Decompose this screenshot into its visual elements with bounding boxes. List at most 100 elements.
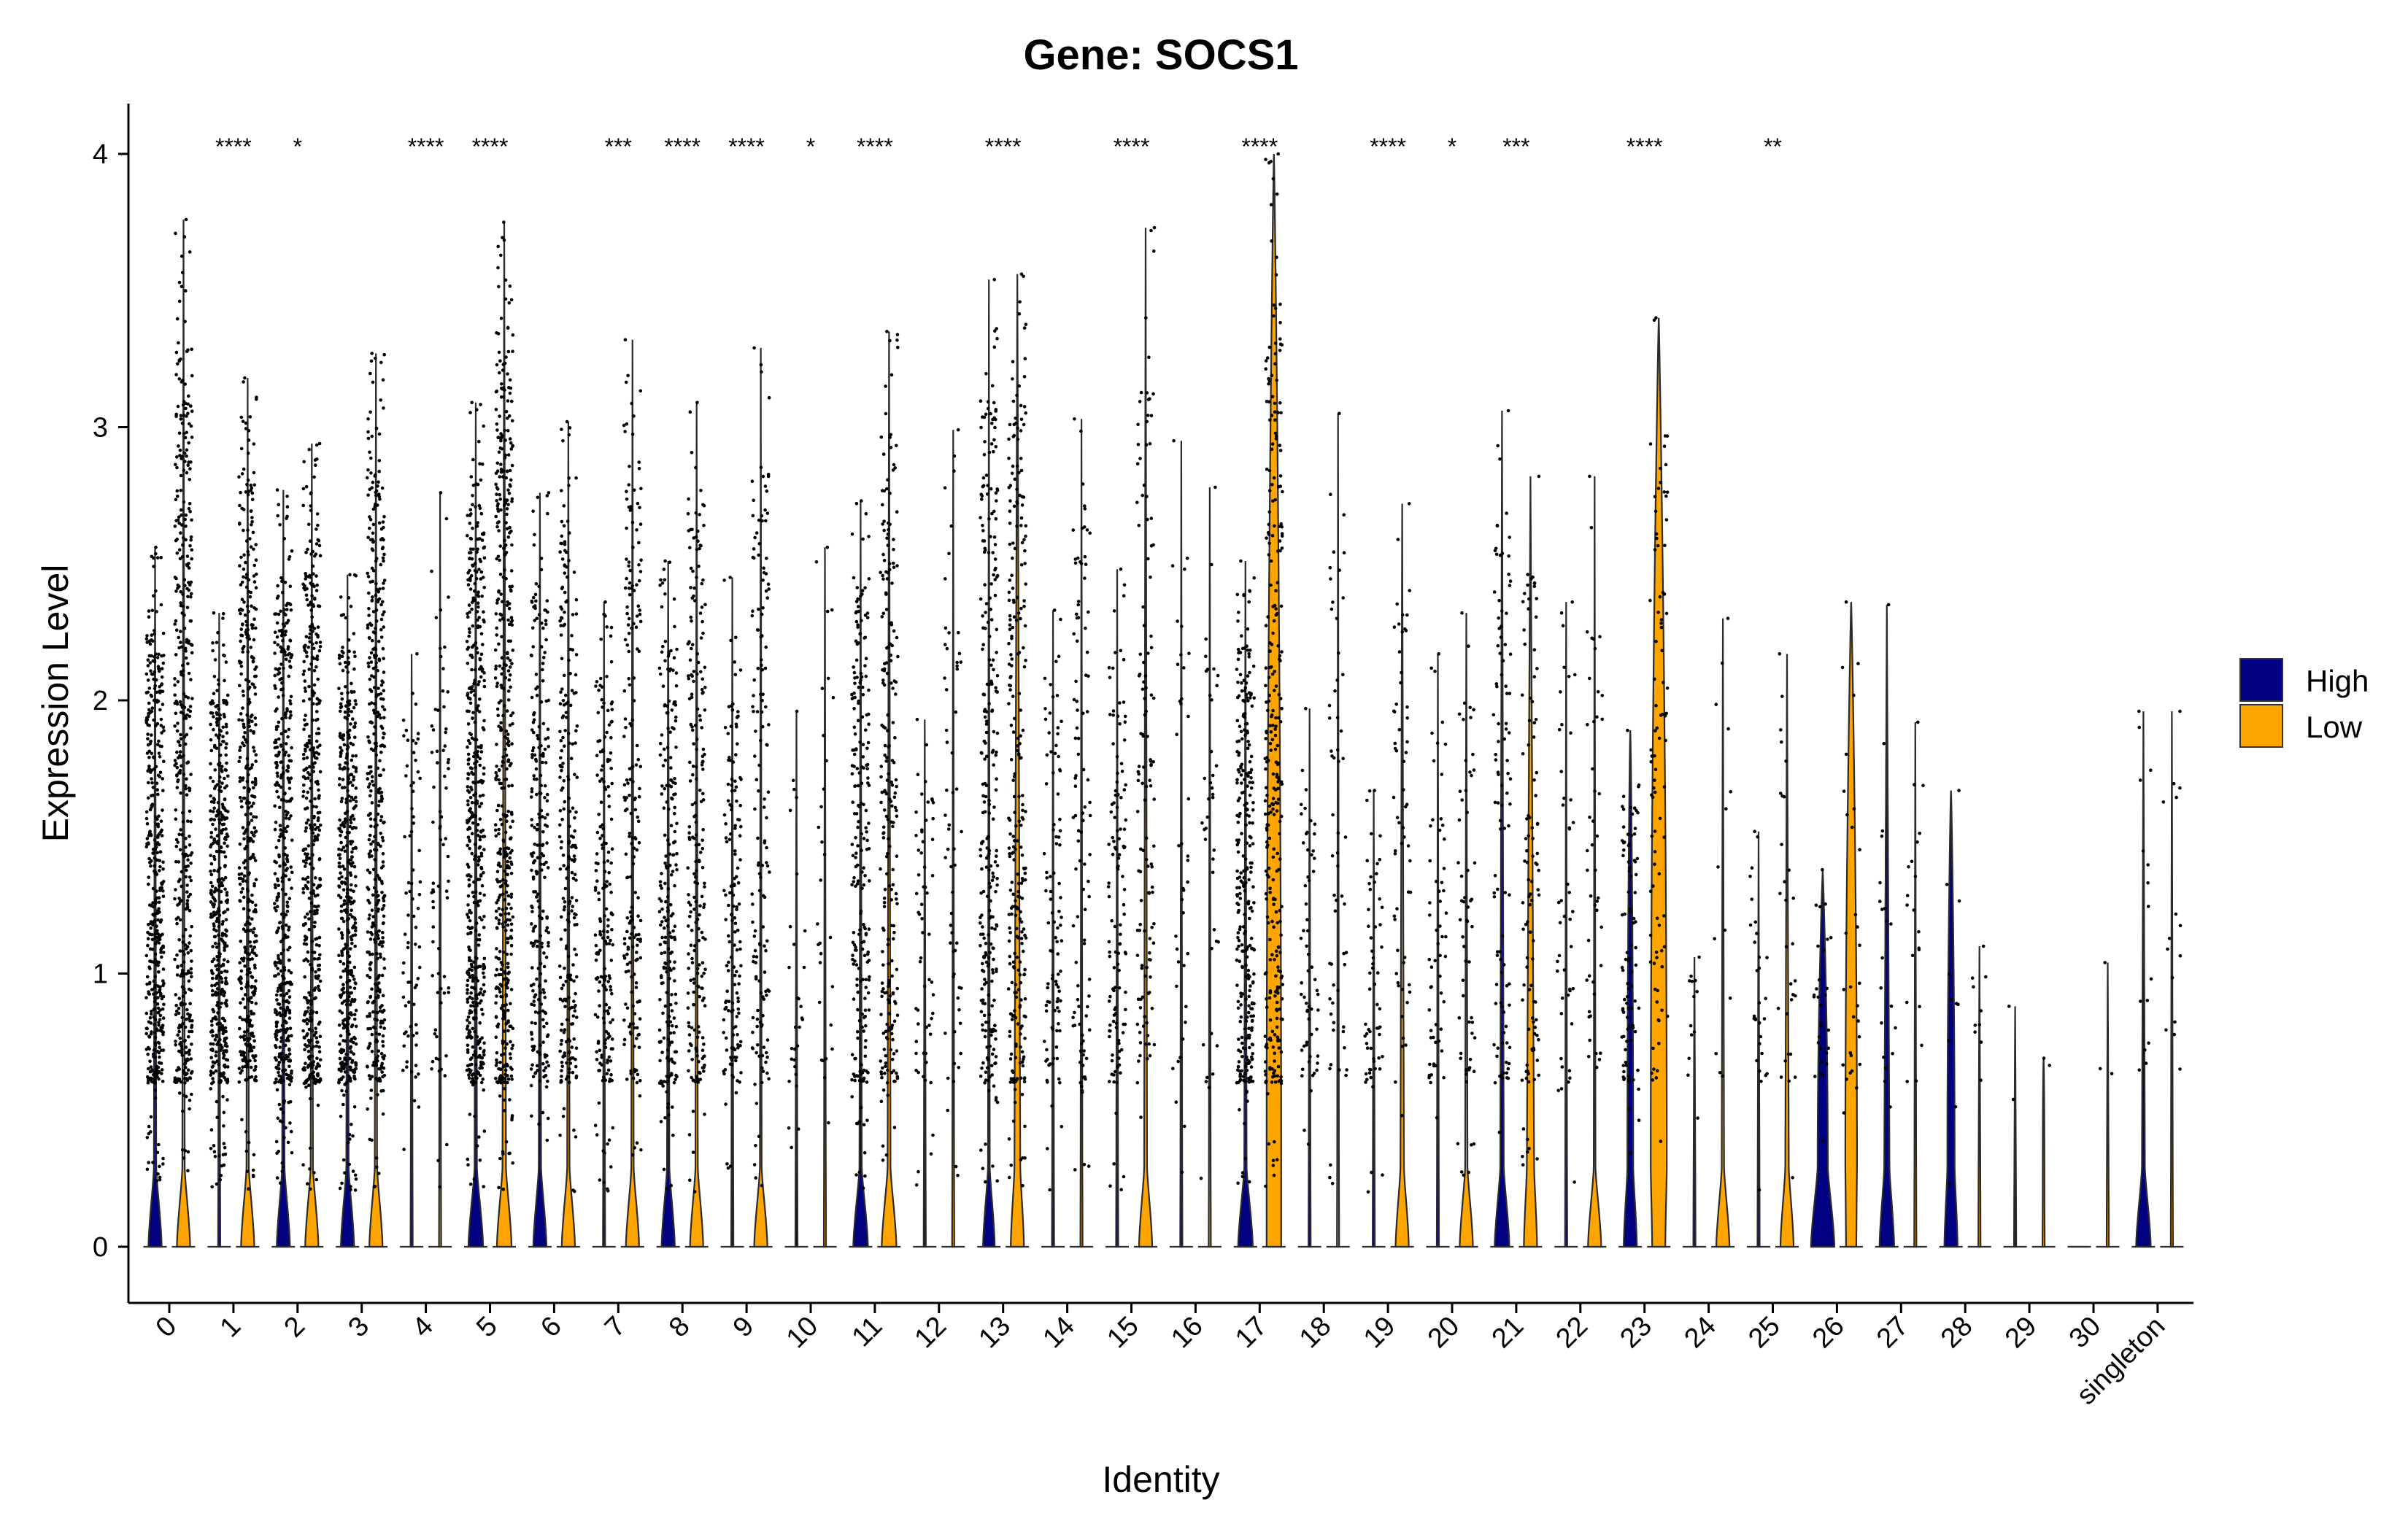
data-point [307,735,312,738]
data-point [309,508,313,512]
data-point [312,957,317,961]
data-point [501,576,506,579]
data-point [277,1055,281,1059]
data-point [350,855,354,859]
data-point [509,928,514,932]
data-point [439,1001,443,1005]
data-point [346,971,350,975]
data-point [159,994,163,998]
data-point [175,773,179,777]
data-point [158,1164,161,1169]
data-point [239,899,242,903]
data-point [476,855,481,859]
data-point [225,999,228,1002]
data-point [382,768,385,772]
data-point [156,984,161,989]
data-point [479,750,484,754]
data-point [469,991,473,995]
data-point [239,876,243,881]
data-point [184,907,188,911]
data-point [252,795,257,799]
data-point [498,885,503,889]
data-point [541,1040,545,1044]
data-point [469,512,473,516]
data-point [225,742,228,746]
data-point [190,697,194,700]
data-point [337,894,341,897]
data-point [467,1076,471,1080]
data-point [211,1077,215,1080]
data-point [273,906,277,910]
data-point [288,1059,293,1063]
data-point [343,849,347,854]
data-point [250,516,254,519]
data-point [418,776,422,781]
data-point [221,920,225,924]
data-point [240,1118,244,1122]
data-point [247,767,252,771]
data-point [503,388,506,392]
data-point [373,818,377,821]
data-point [310,940,314,943]
data-point [290,838,294,843]
data-point [280,887,285,891]
data-point [478,1021,482,1025]
data-point [289,608,293,612]
data-point [348,573,352,576]
data-point [436,1158,440,1163]
data-point [536,734,539,738]
data-point [467,634,471,638]
data-point [290,870,294,875]
data-point [347,1015,351,1020]
data-point [337,853,341,857]
data-point [466,772,470,775]
data-point [367,614,371,617]
data-point [156,964,160,967]
data-point [179,1080,183,1084]
data-point [217,761,222,765]
data-point [351,743,355,747]
data-point [190,1092,193,1096]
chart-title: Gene: SOCS1 [1023,31,1298,79]
data-point [220,765,224,768]
data-point [225,970,229,974]
data-point [183,646,188,651]
data-point [468,883,471,887]
data-point [380,1061,384,1066]
data-point [348,1137,352,1141]
data-point [238,503,242,508]
data-point [495,707,500,711]
data-point [216,1011,220,1015]
data-point [145,641,149,644]
data-point [338,1009,342,1013]
data-point [274,1077,278,1081]
data-point [181,994,185,998]
data-point [368,975,372,980]
data-point [373,940,377,945]
data-point [284,892,288,897]
data-point [466,1024,470,1028]
data-point [498,781,502,786]
data-point [304,776,308,781]
data-point [252,1153,256,1157]
data-point [471,457,475,462]
data-point [531,929,536,933]
data-point [502,546,506,550]
data-point [378,878,382,881]
data-point [216,958,220,962]
data-point [470,788,474,792]
data-point [152,565,155,568]
data-point [157,960,161,964]
data-point [211,779,215,784]
data-point [344,877,348,881]
data-point [468,536,473,541]
data-point [225,761,228,765]
data-point [377,981,381,985]
data-point [506,689,511,693]
data-point [179,755,183,759]
data-point [180,899,183,902]
data-point [177,1029,181,1034]
data-point [222,1163,226,1167]
data-point [533,890,538,894]
data-point [368,833,372,837]
